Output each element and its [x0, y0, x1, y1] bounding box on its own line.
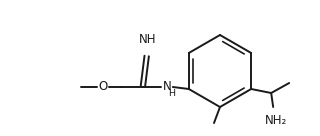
Text: NH: NH [139, 33, 156, 46]
Text: H: H [168, 89, 175, 98]
Text: NH₂: NH₂ [265, 114, 287, 127]
Text: O: O [98, 81, 108, 94]
Text: N: N [163, 80, 171, 92]
